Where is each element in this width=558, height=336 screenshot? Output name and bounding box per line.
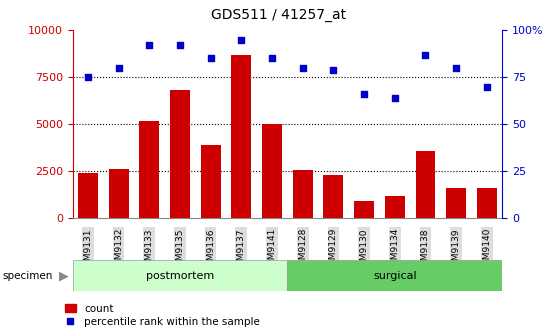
Bar (446, 188, 466, 218)
Point (451, 65, 460, 71)
Point (390, 95, 399, 101)
Point (298, 65, 307, 71)
Bar (293, 170, 312, 218)
Text: specimen: specimen (3, 270, 53, 281)
Bar (232, 55, 251, 218)
Bar (170, 90, 190, 218)
Point (329, 67, 338, 73)
Point (359, 91, 368, 97)
Point (145, 43, 153, 48)
Point (114, 65, 123, 71)
Point (84, 75, 93, 80)
Point (206, 56, 215, 61)
Bar (78, 173, 98, 218)
Text: ▶: ▶ (59, 270, 69, 283)
Bar (477, 188, 497, 218)
Bar (287, 260, 502, 291)
Text: postmortem: postmortem (146, 270, 214, 281)
Bar (140, 121, 159, 218)
Bar (324, 175, 343, 218)
Point (237, 37, 246, 42)
Bar (385, 196, 405, 218)
Bar (262, 124, 282, 218)
Text: GDS511 / 41257_at: GDS511 / 41257_at (211, 8, 347, 23)
Bar (109, 169, 128, 218)
Legend: count, percentile rank within the sample: count, percentile rank within the sample (61, 299, 264, 331)
Point (421, 52, 430, 57)
Bar (73, 260, 287, 291)
Bar (416, 151, 435, 218)
Point (175, 43, 184, 48)
Text: surgical: surgical (373, 270, 417, 281)
Bar (354, 202, 374, 218)
Bar (201, 145, 220, 218)
Point (482, 84, 491, 89)
Point (267, 56, 276, 61)
